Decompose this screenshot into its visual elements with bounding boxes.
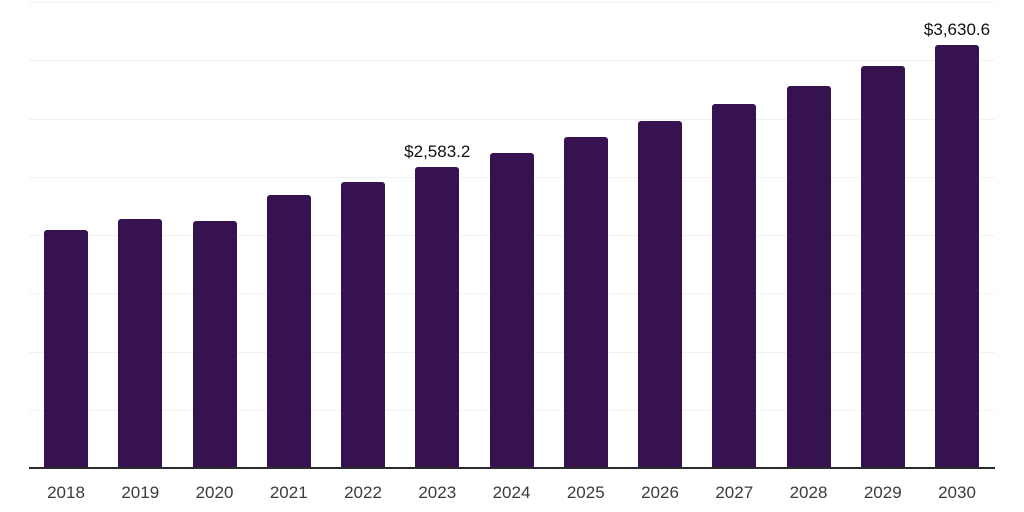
x-tick-label-2021: 2021 — [269, 483, 308, 502]
bar-2018 — [44, 229, 88, 468]
gridline-3000 — [29, 118, 995, 120]
plot-area: $2,583.2 $3,630.6 — [29, 2, 995, 469]
bar-2025 — [563, 136, 608, 468]
x-tick-label-2029: 2029 — [863, 483, 902, 502]
x-tick-label-2030: 2030 — [938, 483, 976, 502]
x-tick-label-2024: 2024 — [492, 483, 531, 502]
bar-2021 — [266, 194, 311, 468]
bar-2019 — [118, 218, 163, 468]
x-axis-line — [29, 467, 995, 469]
bar-2027 — [712, 103, 757, 468]
bar-2022 — [341, 181, 385, 468]
gridline-4000 — [29, 2, 995, 3]
value-label-2023: $2,583.2 — [404, 142, 471, 162]
bar-2024 — [489, 152, 534, 468]
bar-2023 — [415, 167, 460, 468]
value-label-2030: $3,630.6 — [923, 20, 991, 40]
x-tick-label-2028: 2028 — [789, 483, 828, 502]
x-tick-label-2018: 2018 — [47, 483, 85, 502]
bar-2030 — [935, 45, 979, 468]
x-tick-label-2025: 2025 — [566, 483, 605, 502]
x-tick-label-2023: 2023 — [418, 483, 457, 502]
bar-2028 — [786, 85, 831, 468]
bar-2026 — [638, 120, 682, 468]
gridline-3500 — [29, 60, 995, 62]
x-tick-label-2019: 2019 — [121, 483, 160, 502]
x-tick-label-2020: 2020 — [195, 483, 234, 502]
bar-2029 — [860, 66, 905, 468]
x-tick-label-2026: 2026 — [641, 483, 679, 502]
x-tick-label-2022: 2022 — [344, 483, 382, 502]
x-tick-label-2027: 2027 — [715, 483, 754, 502]
bar-2020 — [192, 220, 237, 468]
